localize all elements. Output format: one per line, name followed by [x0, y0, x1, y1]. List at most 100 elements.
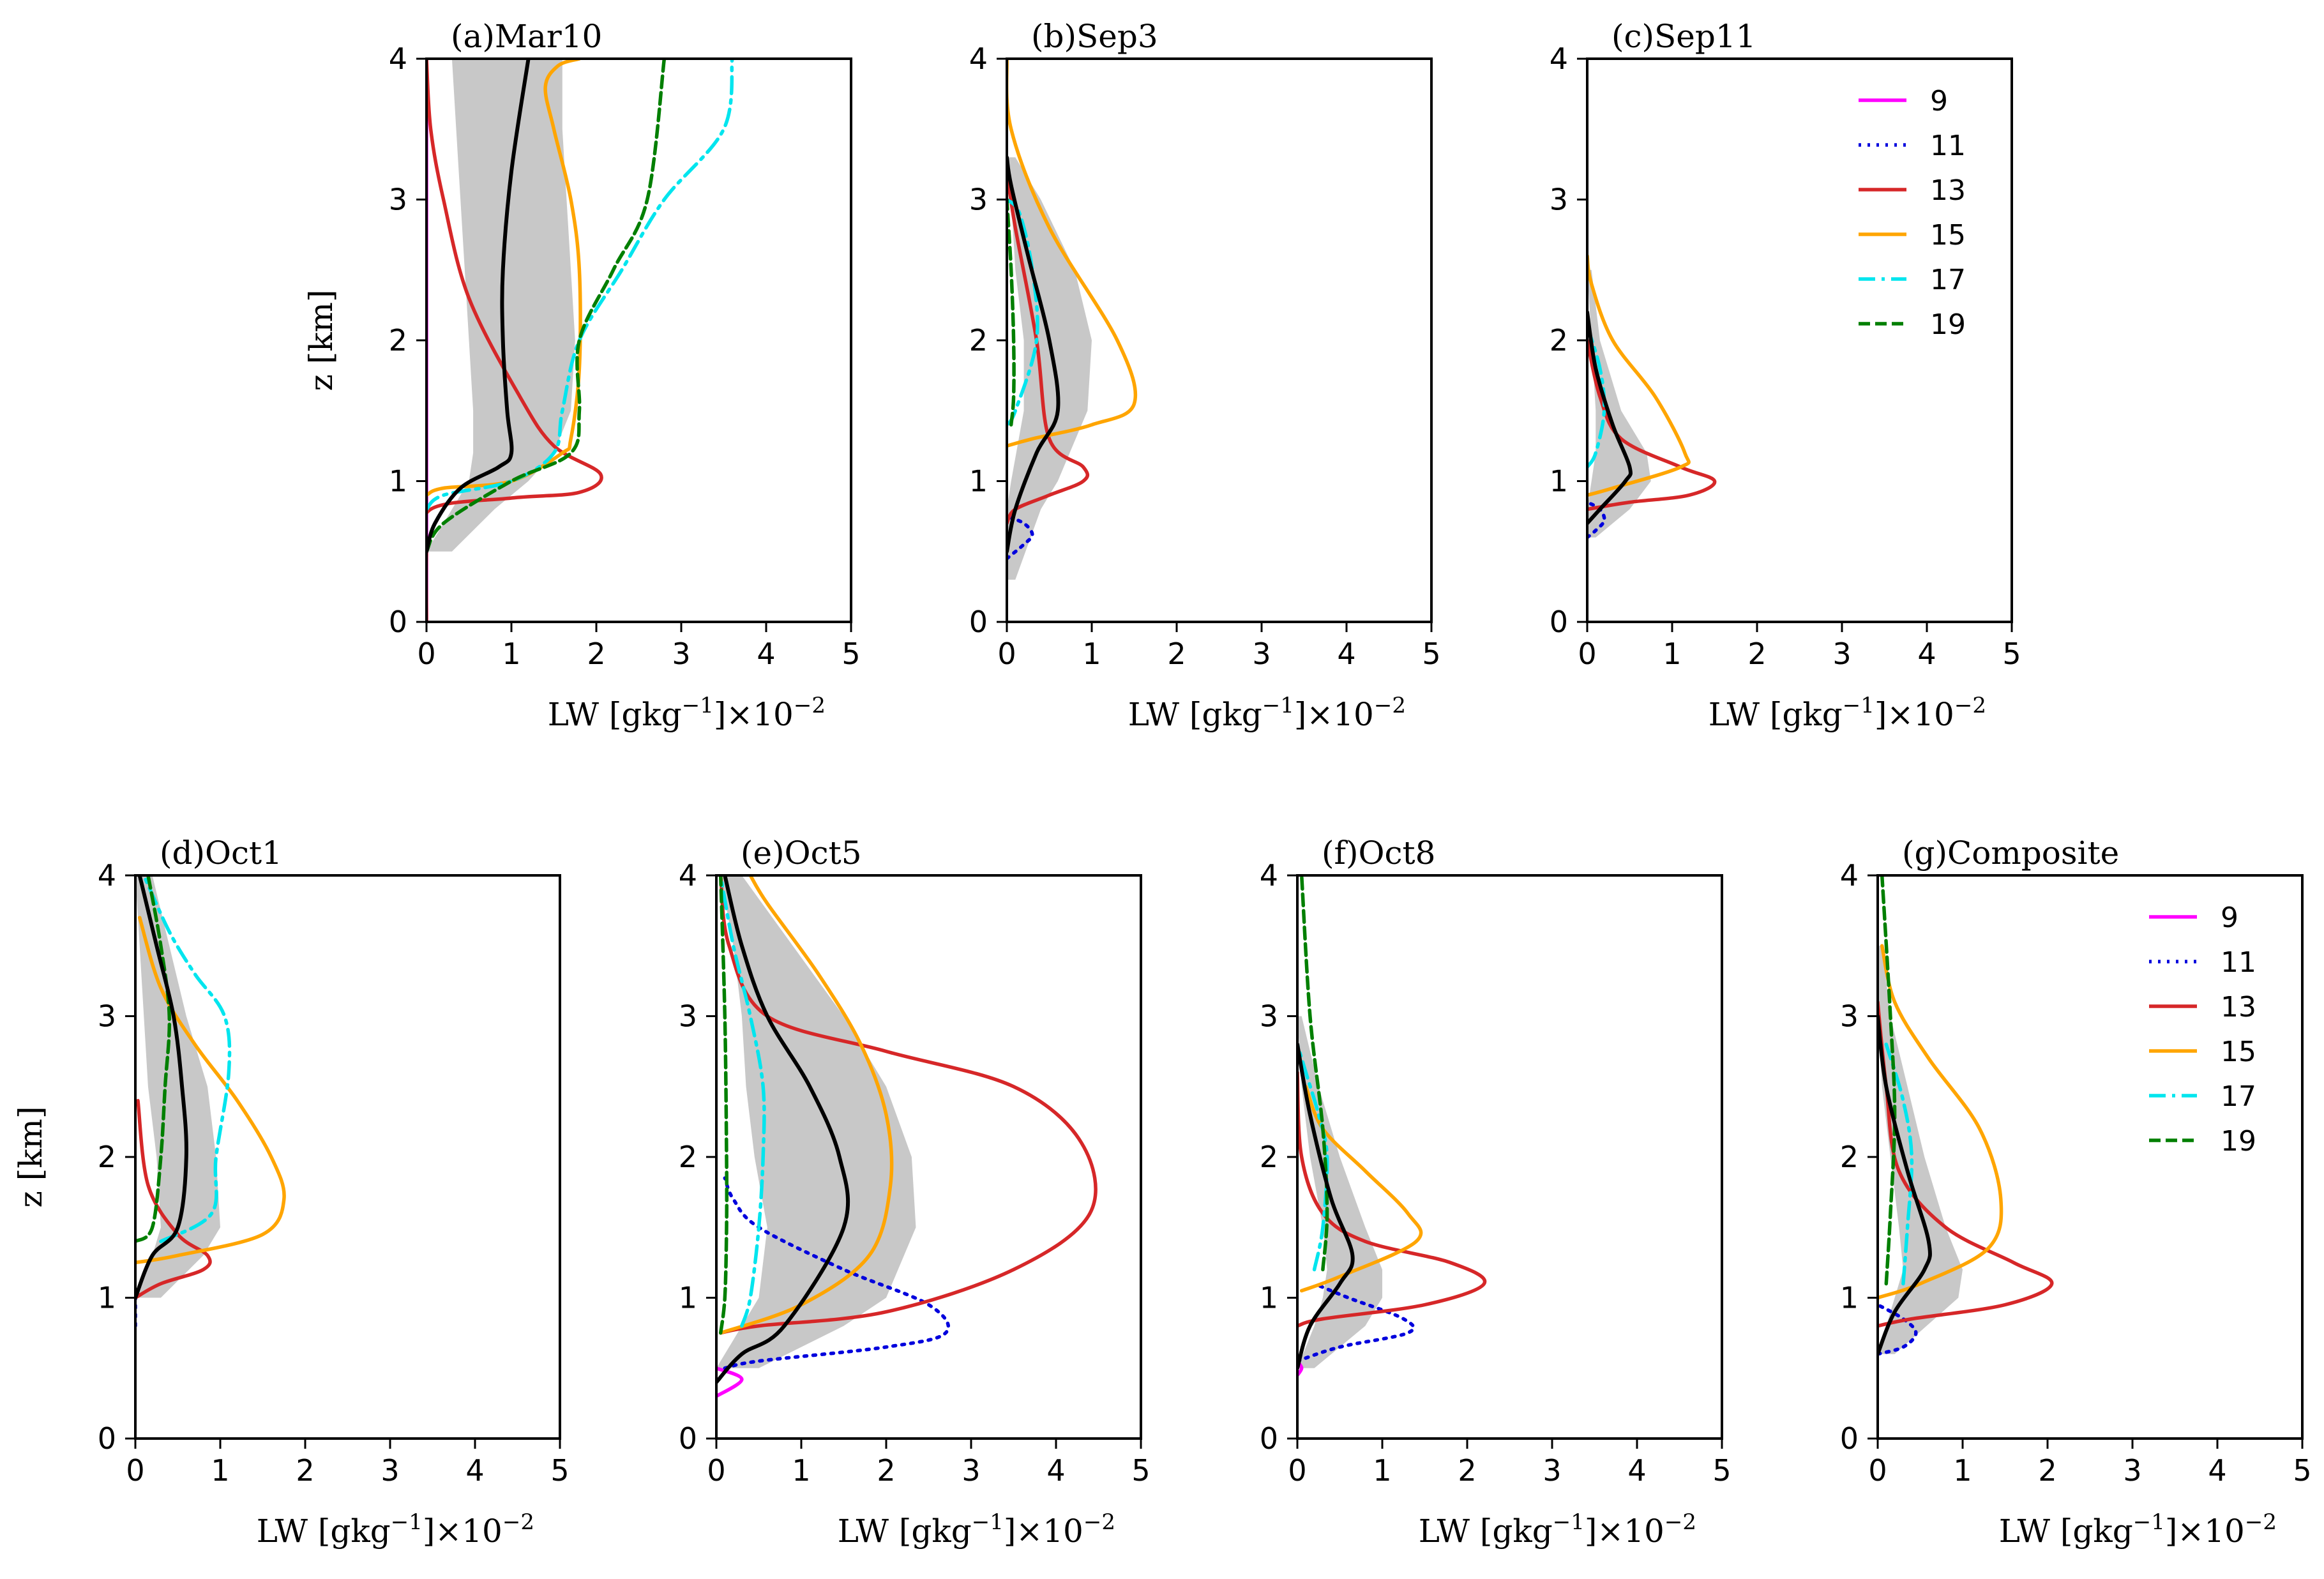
legend: 9 11 13 15 17 19: [1859, 85, 1966, 341]
x-tick-label: 0: [126, 1453, 144, 1488]
series-line-mean: [426, 59, 531, 554]
y-tick-label: 0: [1550, 605, 1568, 639]
panel-title: (b)Sep3: [1031, 18, 1158, 55]
x-axis-label: LW [gkg−1]×10−2: [257, 1509, 534, 1550]
x-tick-label: 2: [1458, 1453, 1476, 1488]
x-tick-label: 0: [1578, 637, 1596, 671]
x-tick-label: 1: [211, 1453, 229, 1488]
x-tick-label: 2: [1167, 637, 1186, 671]
x-tick-label: 3: [1252, 637, 1271, 671]
x-tick-label: 2: [2038, 1453, 2056, 1488]
y-tick-label: 2: [98, 1140, 116, 1174]
x-axis-label: LW [gkg−1]×10−2: [548, 693, 826, 733]
legend-label-9: 9: [2221, 902, 2238, 934]
series-line-17: [718, 875, 766, 1328]
x-tick-label: 5: [1131, 1453, 1150, 1488]
x-tick-label: 3: [1832, 637, 1851, 671]
series-line-17: [142, 875, 232, 1244]
series-line-11: [1007, 514, 1034, 561]
legend-label-9: 9: [1930, 85, 1948, 117]
series-line-15: [1007, 59, 1138, 448]
series-line-11: [1297, 1281, 1415, 1363]
x-tick-label: 1: [1663, 637, 1681, 671]
legend-label-13: 13: [1930, 174, 1966, 207]
x-tick-label: 1: [1082, 637, 1101, 671]
x-tick-label: 3: [381, 1453, 399, 1488]
series-line-13: [1587, 338, 1717, 511]
y-tick-label: 4: [98, 858, 116, 893]
series-line-17: [426, 59, 734, 511]
panel-title: (g)Composite: [1902, 835, 2119, 872]
x-tick-label: 0: [1868, 1453, 1887, 1488]
x-tick-label: 5: [2002, 637, 2021, 671]
spread-band: [1587, 269, 1651, 538]
spread-band: [716, 875, 916, 1368]
x-tick-label: 3: [1543, 1453, 1561, 1488]
legend-label-15: 15: [2221, 1036, 2256, 1068]
x-tick-label: 4: [1917, 637, 1936, 671]
series-line-17: [1884, 1042, 1914, 1286]
legend-label-17: 17: [1930, 264, 1966, 296]
y-tick-label: 3: [679, 999, 697, 1034]
x-axis-label: LW [gkg−1]×10−2: [1419, 1509, 1696, 1550]
series-line-15: [718, 875, 894, 1335]
y-tick-label: 3: [98, 999, 116, 1034]
legend: 9 11 13 15 17 19: [2149, 902, 2256, 1158]
y-tick-label: 4: [1840, 858, 1859, 893]
series-line-15: [1878, 944, 2003, 1300]
y-tick-label: 4: [389, 42, 407, 76]
x-tick-label: 0: [417, 637, 435, 671]
x-tick-label: 3: [672, 637, 690, 671]
x-tick-label: 2: [1747, 637, 1766, 671]
legend-label-15: 15: [1930, 219, 1966, 252]
panel-7: 0 1 2 3 4 5 0 1 2 3 4 (g)Composite LW [gkg−1]×10−2 9 1…: [1840, 835, 2312, 1550]
x-tick-label: 1: [792, 1453, 810, 1488]
y-tick-label: 1: [389, 464, 407, 499]
y-tick-label: 1: [969, 464, 988, 499]
x-tick-label: 2: [877, 1453, 895, 1488]
legend-label-11: 11: [2221, 946, 2256, 979]
panel-title: (e)Oct5: [741, 835, 862, 872]
series-line-19: [426, 59, 667, 554]
y-tick-label: 1: [1260, 1281, 1278, 1315]
series-line-mean: [1878, 1014, 1932, 1356]
series-line-13: [1007, 169, 1090, 525]
legend-label-13: 13: [2221, 991, 2256, 1024]
y-tick-label: 1: [1840, 1281, 1859, 1315]
y-tick-label: 0: [969, 605, 988, 639]
y-tick-label: 3: [1260, 999, 1278, 1034]
x-tick-label: 5: [1712, 1453, 1731, 1488]
panel-title: (f)Oct8: [1322, 835, 1435, 872]
x-tick-label: 2: [587, 637, 605, 671]
y-axis-label: z [km]: [12, 1107, 49, 1208]
series-line-13: [718, 875, 1098, 1335]
x-tick-label: 5: [841, 637, 860, 671]
x-axis-label: LW [gkg−1]×10−2: [1999, 1509, 2277, 1550]
x-tick-label: 5: [550, 1453, 569, 1488]
panel-3: 0 1 2 3 4 5 0 1 2 3 4 (c)Sep11 LW [gkg−1]×10−2 9 11 13 1…: [1550, 18, 2021, 733]
panel-2: 0 1 2 3 4 5 0 1 2 3 4 (b)Sep3 LW [gkg−1]×10−2: [969, 18, 1441, 733]
x-axis-label: LW [gkg−1]×10−2: [838, 1509, 1115, 1550]
series-line-17: [1587, 324, 1606, 469]
y-tick-label: 4: [1260, 858, 1278, 893]
series-line-mean: [135, 875, 188, 1300]
series-line-13: [135, 1099, 212, 1300]
y-tick-label: 2: [679, 1140, 697, 1174]
y-tick-label: 2: [1840, 1140, 1859, 1174]
x-tick-label: 5: [1422, 637, 1440, 671]
y-tick-label: 0: [389, 605, 407, 639]
x-tick-label: 4: [465, 1453, 484, 1488]
y-tick-label: 1: [98, 1281, 116, 1315]
legend-label-17: 17: [2221, 1080, 2256, 1113]
y-tick-label: 4: [1550, 42, 1568, 76]
series-line-11: [723, 1176, 951, 1370]
x-tick-label: 0: [1288, 1453, 1306, 1488]
x-tick-label: 3: [2123, 1453, 2141, 1488]
panel-6: 0 1 2 3 4 5 0 1 2 3 4 (f)Oct8 LW [gkg−1]×10−2: [1260, 835, 1732, 1550]
panel-1: 0 1 2 3 4 5 0 1 2 3 4 (a)Mar10 LW [gkg−1]×10−2 z [km]: [303, 18, 861, 733]
series-line-11: [1878, 1303, 1918, 1356]
x-tick-label: 0: [707, 1453, 725, 1488]
y-tick-label: 1: [1550, 464, 1568, 499]
series-line-19: [1299, 875, 1329, 1272]
